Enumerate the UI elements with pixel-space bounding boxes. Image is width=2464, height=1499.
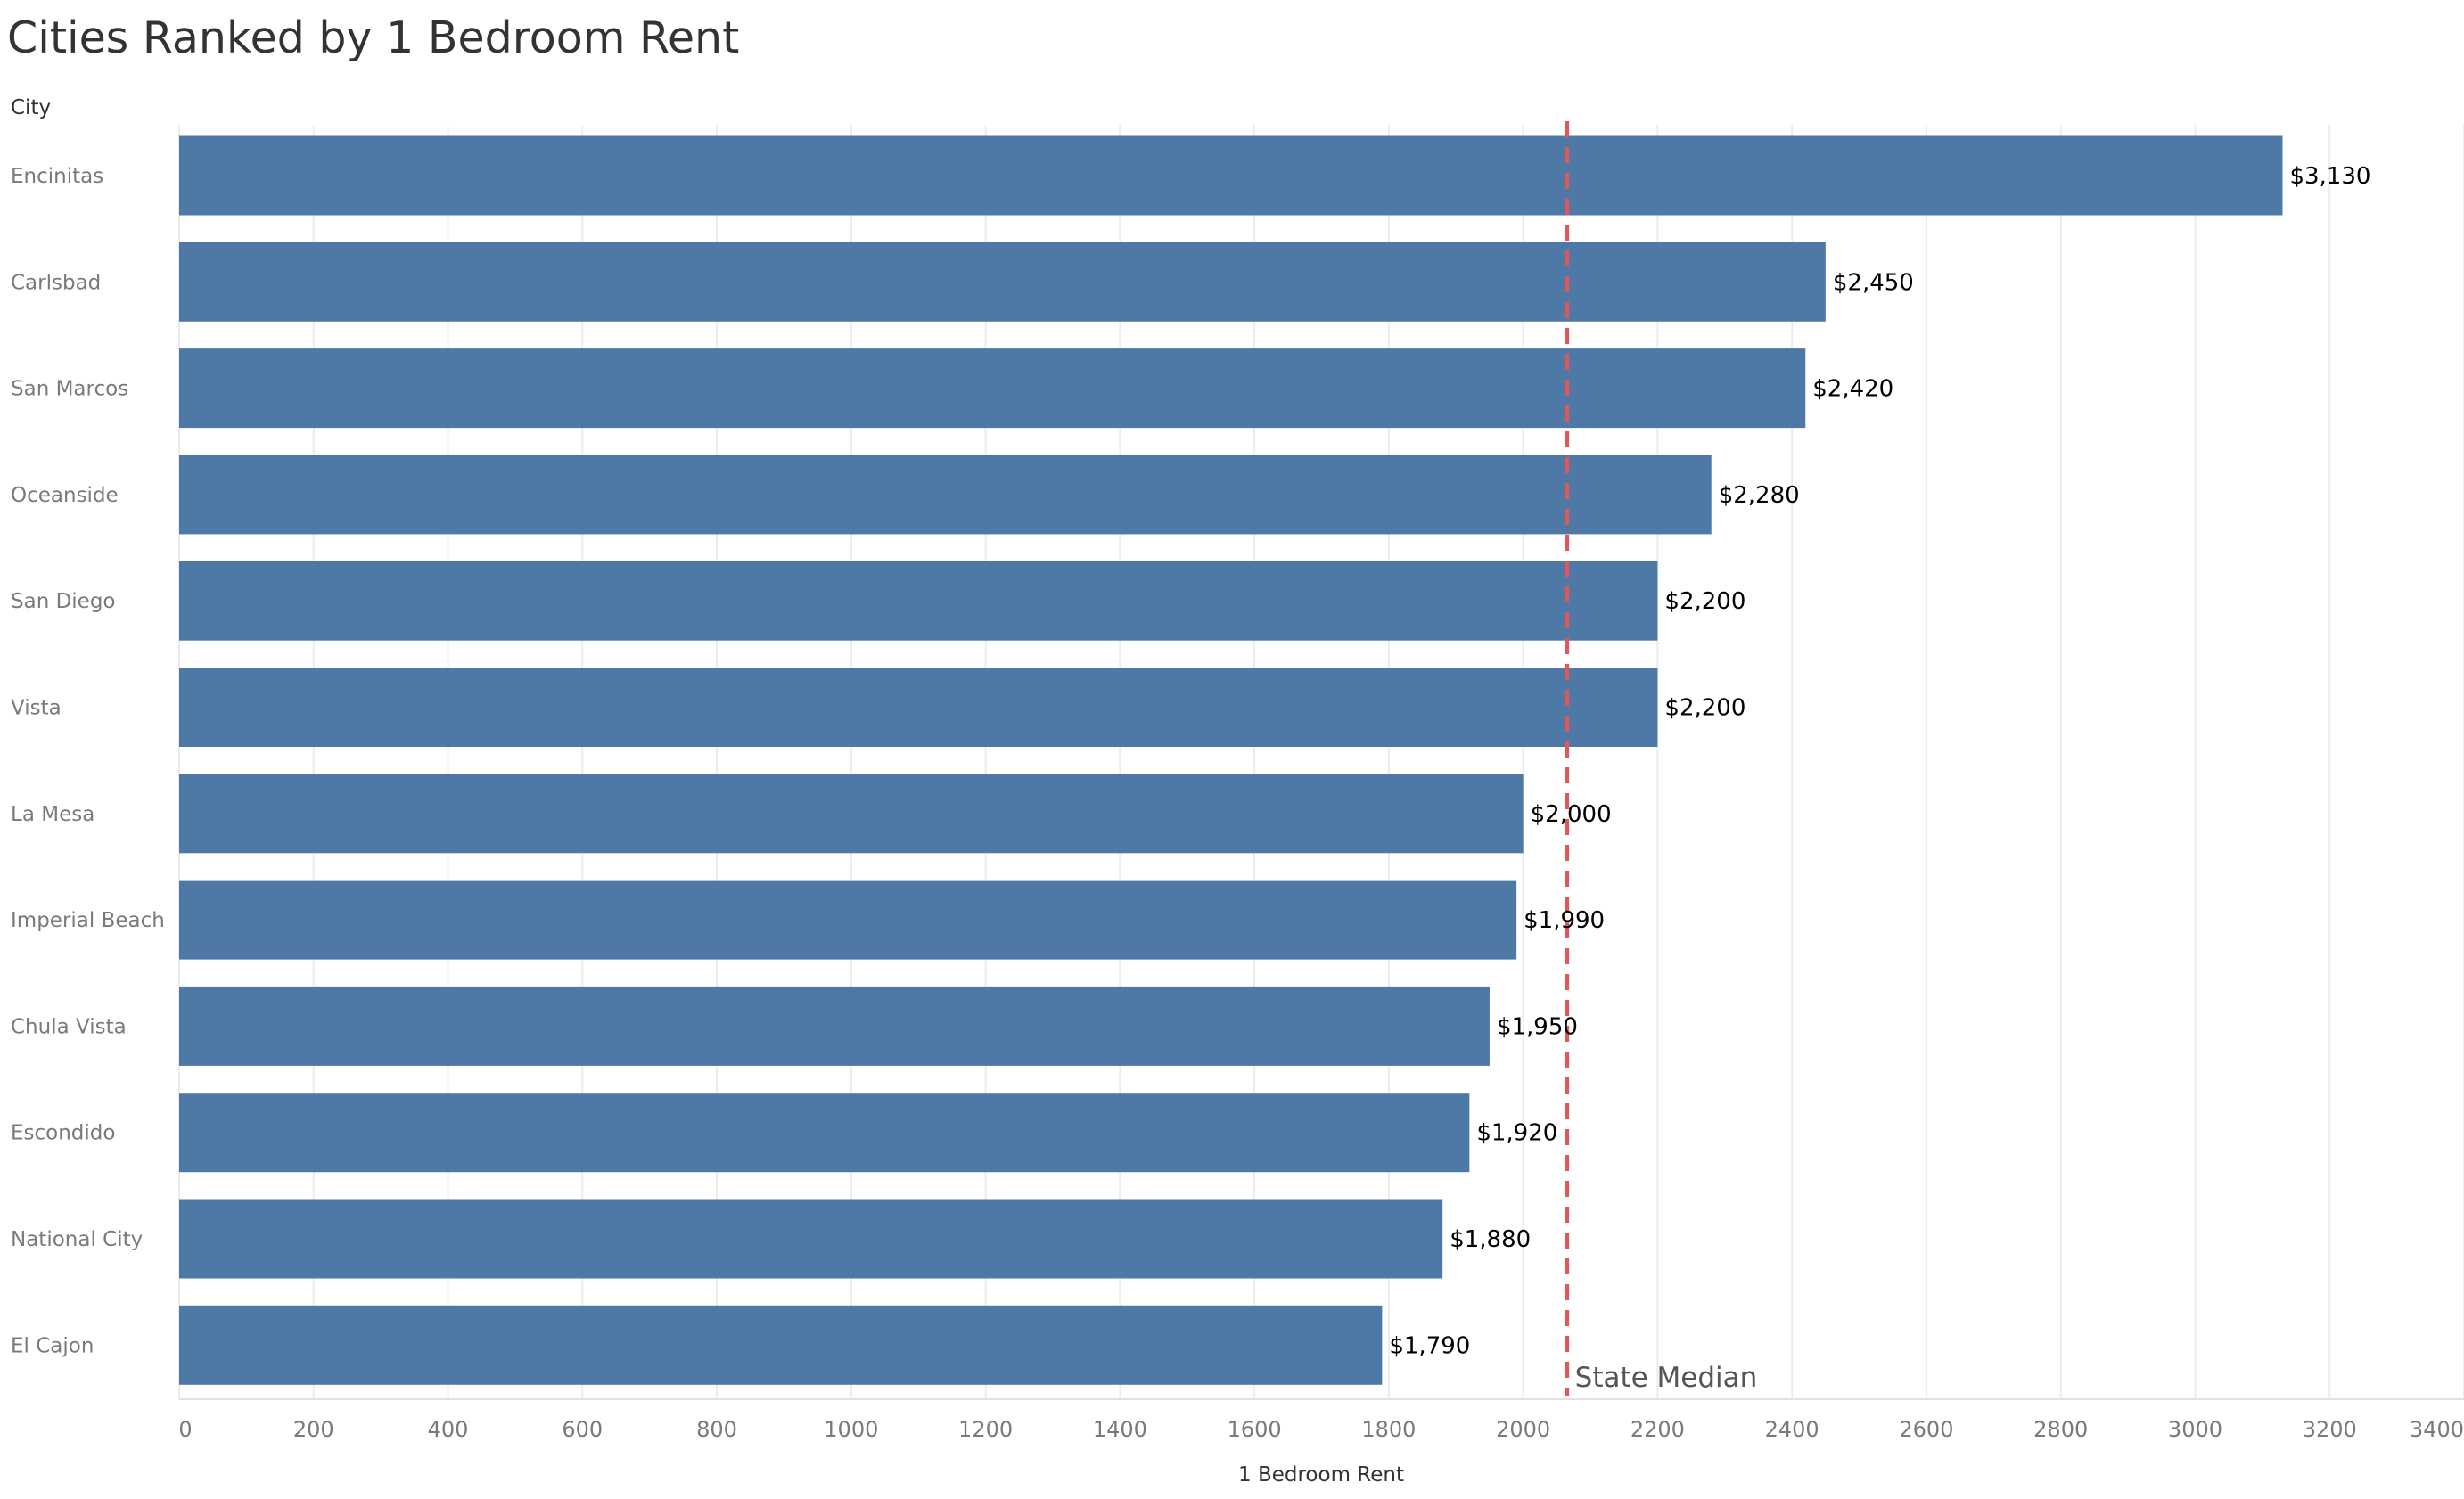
gridlines: [178, 125, 2464, 1400]
bar: [179, 348, 1806, 429]
value-label: $3,130: [2289, 163, 2370, 190]
bar: [179, 668, 1658, 747]
x-tick-label: 2400: [1765, 1417, 1819, 1442]
value-label: $2,200: [1664, 588, 1745, 615]
bar: [179, 561, 1658, 641]
x-tick-label: 2800: [2033, 1417, 2088, 1442]
value-label: $1,920: [1476, 1120, 1557, 1147]
city-label: Imperial Beach: [11, 909, 165, 932]
city-label: Carlsbad: [11, 271, 101, 294]
value-label: $2,200: [1664, 695, 1745, 722]
bar: [179, 242, 1826, 322]
value-label: $1,790: [1389, 1332, 1470, 1359]
x-tick-label: 400: [428, 1417, 469, 1442]
city-label: National City: [11, 1228, 143, 1251]
city-label: Escondido: [11, 1122, 115, 1145]
bar: [179, 1305, 1383, 1385]
x-tick-label: 1600: [1228, 1417, 1282, 1442]
x-tick-label: 1400: [1093, 1417, 1147, 1442]
value-label: $1,950: [1497, 1013, 1578, 1040]
value-label: $1,990: [1524, 907, 1605, 934]
city-label: San Marcos: [11, 378, 128, 401]
x-tick-label: 2200: [1630, 1417, 1685, 1442]
city-label: La Mesa: [11, 803, 94, 826]
city-label: Encinitas: [11, 165, 103, 188]
x-axis-title: 1 Bedroom Rent: [1238, 1463, 1404, 1487]
x-tick-label: 1800: [1361, 1417, 1416, 1442]
labels: 0 200 400 600 800 1000 1200 1400 1600 1800 2000 220…: [11, 163, 2464, 1442]
value-label: $2,450: [1833, 269, 1914, 296]
x-tick-label: 200: [293, 1417, 334, 1442]
bar: [179, 880, 1517, 960]
value-label: $2,000: [1531, 801, 1612, 828]
x-tick-label: 3000: [2168, 1417, 2222, 1442]
x-tick-label: 2000: [1496, 1417, 1550, 1442]
x-tick-label: 3400: [2410, 1417, 2464, 1442]
x-tick-label: 800: [696, 1417, 737, 1442]
city-label: San Diego: [11, 590, 116, 613]
state-median-label: State Median: [1575, 1362, 1758, 1394]
city-label: Vista: [11, 697, 62, 720]
bar: [179, 1199, 1443, 1279]
x-tick-label: 1200: [958, 1417, 1013, 1442]
city-label: El Cajon: [11, 1334, 94, 1357]
value-label: $1,880: [1450, 1226, 1531, 1253]
bar: [179, 455, 1712, 535]
row-header: City: [11, 96, 52, 119]
value-label: $2,280: [1719, 482, 1800, 509]
bar: [179, 986, 1490, 1066]
city-label: Chula Vista: [11, 1015, 127, 1038]
bar: [179, 774, 1524, 854]
chart-title: Cities Ranked by 1 Bedroom Rent: [7, 12, 740, 63]
x-tick-label: 0: [178, 1417, 192, 1442]
x-tick-label: 3200: [2303, 1417, 2357, 1442]
x-tick-label: 1000: [824, 1417, 878, 1442]
value-label: $2,420: [1812, 376, 1893, 403]
x-tick-label: 2600: [1899, 1417, 1953, 1442]
reference-line-group: State Median: [1565, 121, 1758, 1396]
bar: [179, 135, 2283, 216]
bar: [179, 1093, 1470, 1173]
bars: [179, 135, 2283, 1385]
x-tick-label: 600: [562, 1417, 603, 1442]
city-label: Oceanside: [11, 484, 119, 507]
